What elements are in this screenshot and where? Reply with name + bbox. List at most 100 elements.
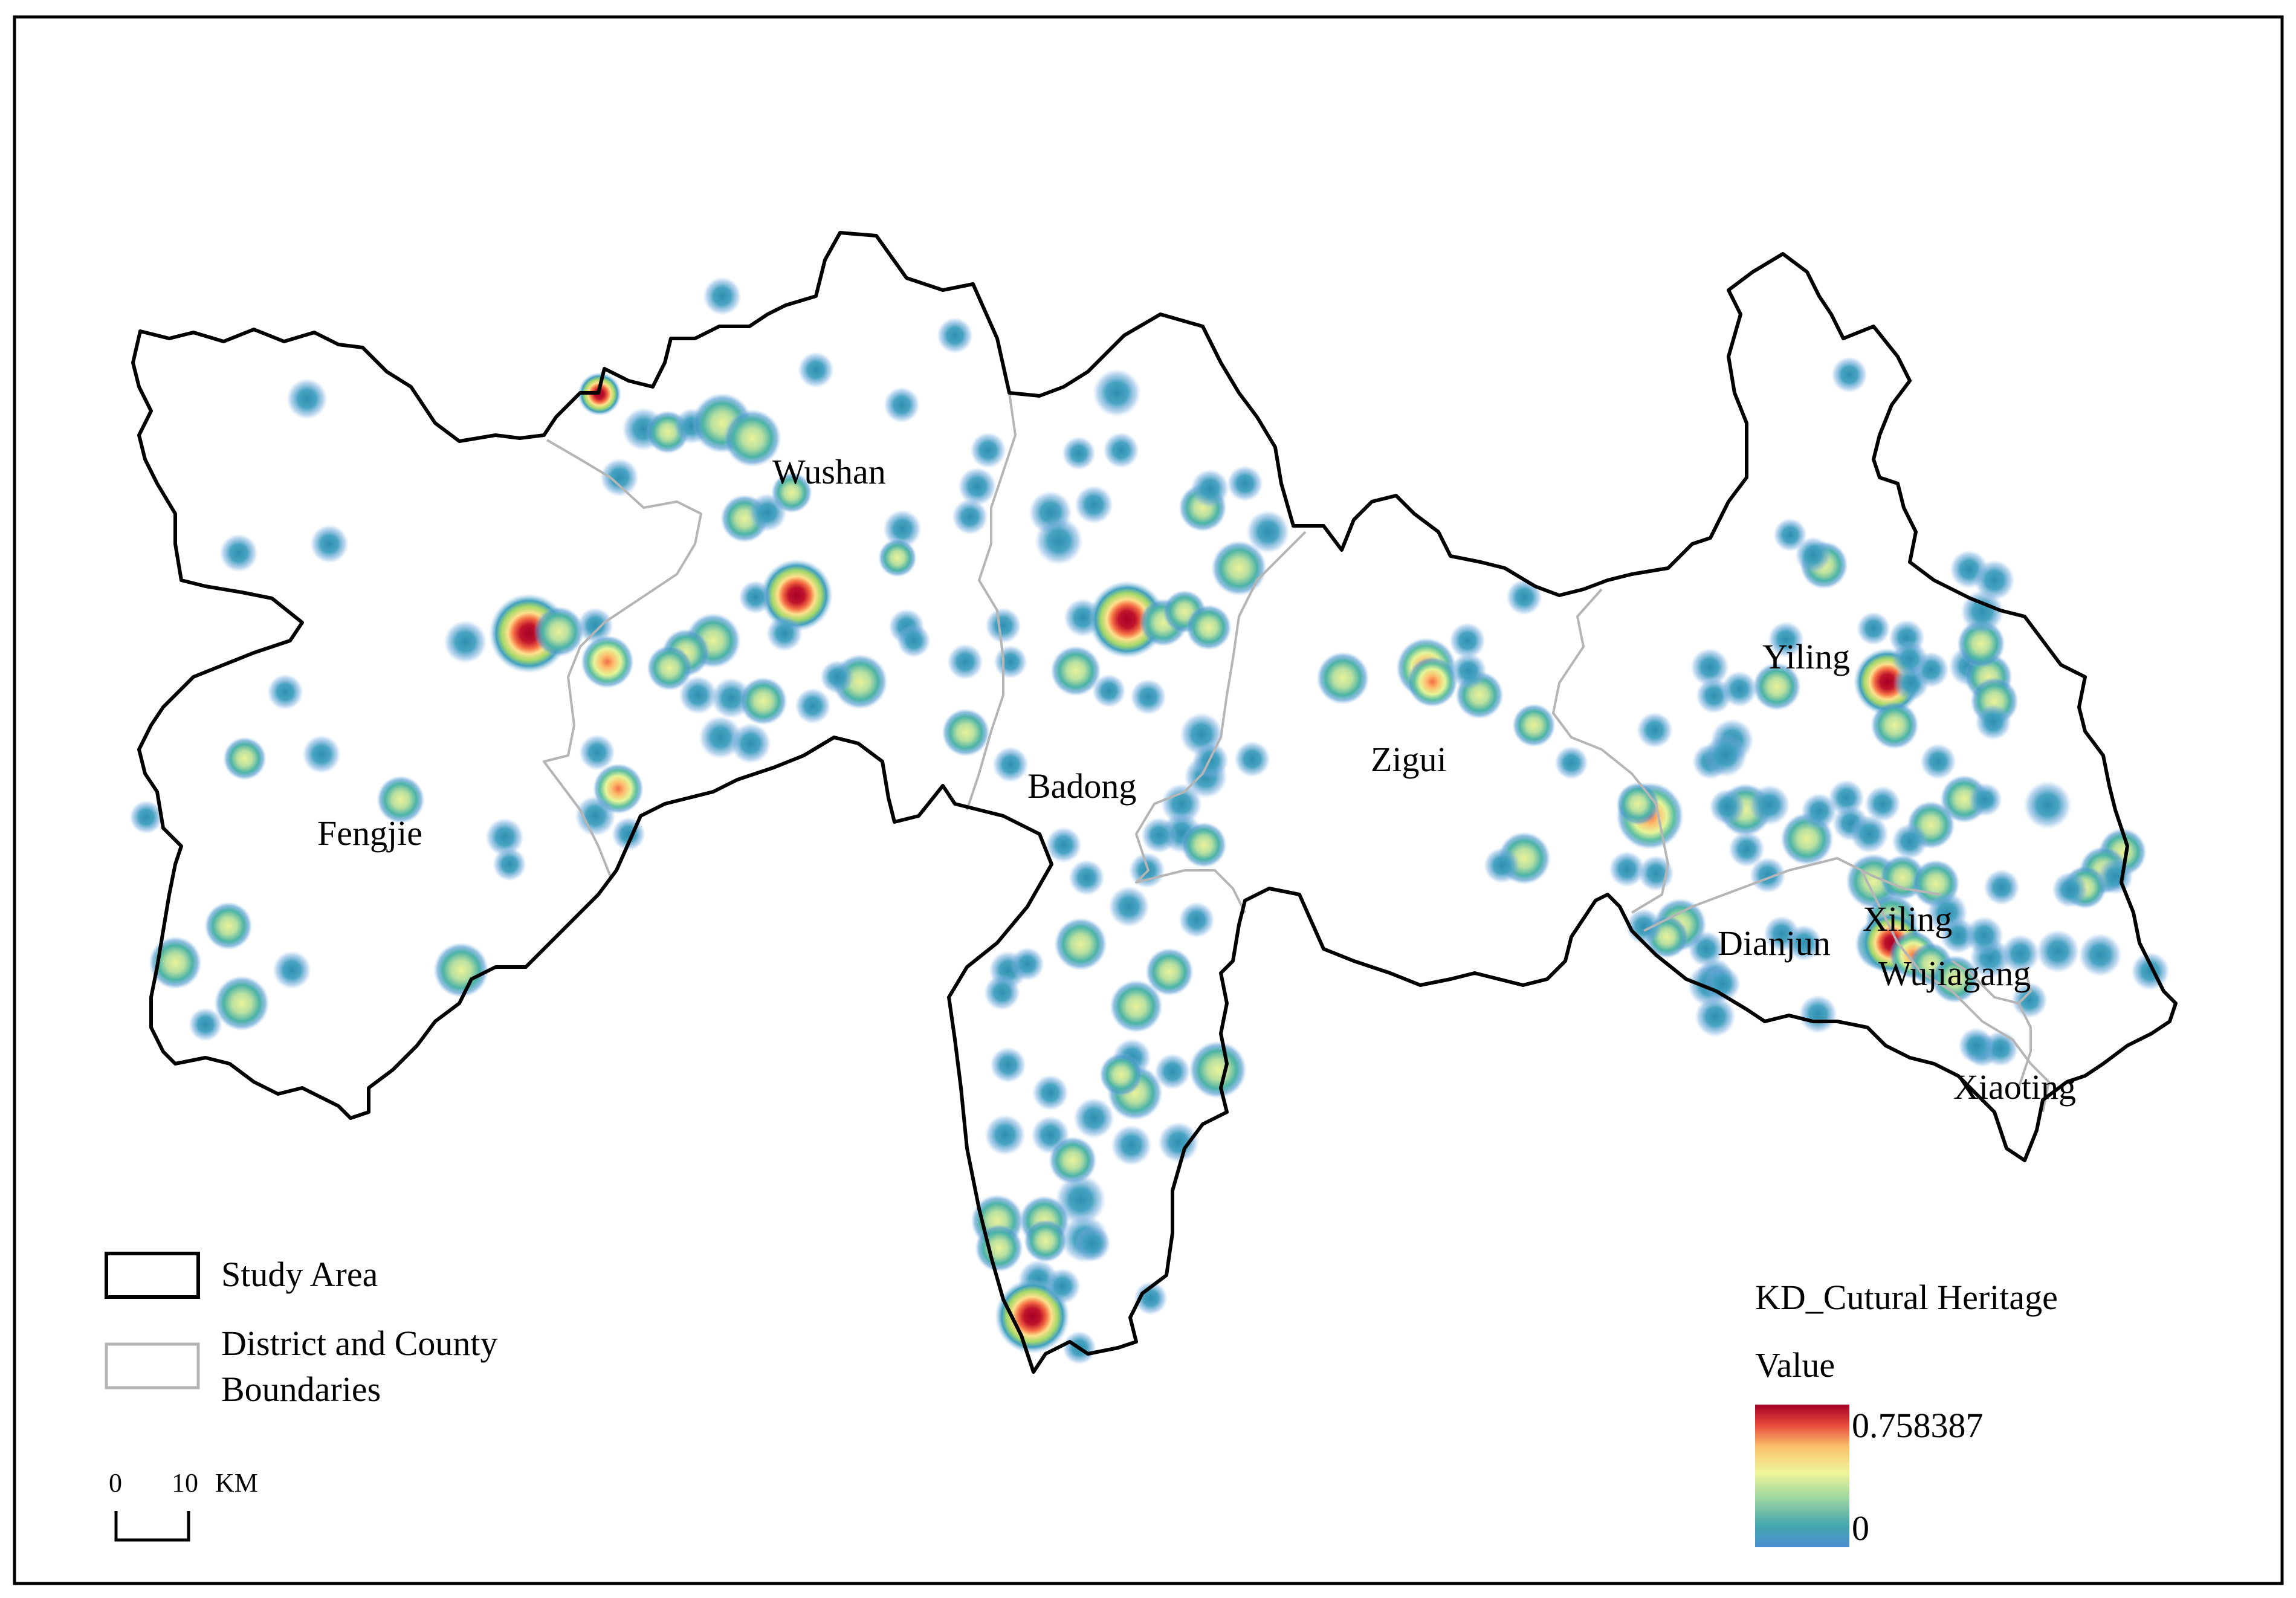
density-spot xyxy=(937,317,973,354)
density-spot xyxy=(1211,540,1267,596)
density-spot xyxy=(984,974,1020,1011)
density-spot xyxy=(985,1114,1026,1156)
density-spot xyxy=(1246,510,1290,554)
density-spot xyxy=(1484,847,1520,884)
legend-study-area-label: Study Area xyxy=(221,1255,378,1294)
density-spot xyxy=(1831,357,1868,393)
density-spot xyxy=(1103,432,1139,468)
density-spot xyxy=(2036,930,2080,973)
density-spot xyxy=(795,688,831,724)
label-xiling: Xiling xyxy=(1863,899,1952,939)
density-spot xyxy=(878,539,917,577)
density-spot xyxy=(1637,712,1673,748)
boundary-xiaoting xyxy=(2017,1003,2032,1089)
label-badong: Badong xyxy=(1027,766,1136,806)
legend-min-value: 0 xyxy=(1852,1509,1869,1548)
density-spot xyxy=(1011,947,1044,981)
density-spot xyxy=(679,676,717,714)
boundary-badong-zigui xyxy=(1135,531,1307,913)
density-spot xyxy=(223,737,267,780)
density-spot xyxy=(1768,621,1804,658)
density-spot xyxy=(1035,517,1083,565)
density-spot xyxy=(760,559,833,632)
legend-max-value: 0.758387 xyxy=(1852,1406,1984,1445)
label-wujiagang: Wujiagang xyxy=(1878,954,2031,993)
density-spot xyxy=(149,936,202,989)
density-spot xyxy=(2078,933,2122,977)
density-spot xyxy=(1616,782,1660,826)
density-spot xyxy=(739,677,787,725)
density-spot xyxy=(1974,560,2015,601)
density-spot xyxy=(581,635,634,688)
density-spot xyxy=(1161,783,1202,824)
legend-district-label-line1: District and County xyxy=(221,1324,498,1363)
density-spot xyxy=(1965,916,2003,955)
density-spot xyxy=(990,1047,1026,1083)
density-spot xyxy=(1931,955,1979,1003)
density-spot xyxy=(485,818,524,856)
density-spot xyxy=(1062,436,1096,470)
density-spot xyxy=(1108,886,1150,927)
boundary-dianjun xyxy=(1643,857,1941,932)
boundary-legend: Study Area District and County Boundarie… xyxy=(105,1252,498,1409)
density-spot xyxy=(1850,815,1889,853)
map-frame xyxy=(13,15,2284,1585)
density-spot xyxy=(1753,662,1801,711)
legend-value-label: Value xyxy=(1755,1345,1835,1385)
density-spot xyxy=(600,458,639,497)
density-spot xyxy=(884,387,920,423)
density-spot xyxy=(1721,671,1758,707)
label-wushan: Wushan xyxy=(772,452,886,491)
density-spot xyxy=(1773,518,1807,552)
density-spot xyxy=(1957,619,2005,668)
density-spot xyxy=(1075,1226,1111,1262)
density-spot xyxy=(739,580,772,614)
density-spot xyxy=(1786,925,1822,961)
density-spot xyxy=(1892,641,1928,677)
density-spot xyxy=(1099,1053,1143,1096)
density-spot xyxy=(1795,537,1831,573)
density-spot xyxy=(994,645,1027,679)
scale-unit-label: KM xyxy=(215,1468,258,1498)
boundary-wujiagang-xiaoting xyxy=(1951,960,2032,1004)
density-spot xyxy=(1093,369,1141,417)
scale-bar: 0 10 KM xyxy=(109,1468,258,1542)
density-spot xyxy=(1801,793,1837,829)
density-spot xyxy=(493,847,526,881)
density-spot xyxy=(1864,786,1901,822)
density-spot xyxy=(1181,822,1227,868)
density-spot xyxy=(1750,857,1786,893)
density-spot xyxy=(189,1008,222,1041)
density-spot xyxy=(1154,1053,1191,1090)
density-spot xyxy=(975,1224,1023,1272)
density-spot xyxy=(1186,604,1232,650)
density-surface xyxy=(129,277,2170,1365)
density-spot xyxy=(1134,1281,1168,1315)
density-spot xyxy=(1709,789,1745,825)
scale-bar-line xyxy=(114,1511,190,1542)
density-spot xyxy=(1609,851,1645,887)
density-spot xyxy=(970,432,1006,468)
density-spot xyxy=(1958,1027,1994,1064)
density-spot xyxy=(1191,469,1229,508)
density-spot xyxy=(1728,831,1765,867)
density-spot xyxy=(1130,679,1166,715)
density-spot xyxy=(579,734,615,771)
density-spot xyxy=(1695,996,1736,1037)
density-spot xyxy=(310,525,349,563)
density-spot xyxy=(730,723,771,764)
density-spot xyxy=(647,645,693,691)
density-spot xyxy=(1450,653,1487,689)
density-spot xyxy=(1024,1219,1067,1263)
density-spot xyxy=(273,951,311,989)
density-spot xyxy=(1092,674,1126,708)
density-spot xyxy=(1512,704,1556,747)
density-spot xyxy=(1179,902,1215,938)
density-spot xyxy=(1506,579,1542,615)
density-spot xyxy=(2097,858,2133,894)
density-spot xyxy=(1407,656,1458,707)
density-spot xyxy=(1975,704,2011,740)
study-area-boundary xyxy=(131,231,2178,1374)
density-spot xyxy=(952,499,988,535)
density-spot xyxy=(1050,645,1101,696)
